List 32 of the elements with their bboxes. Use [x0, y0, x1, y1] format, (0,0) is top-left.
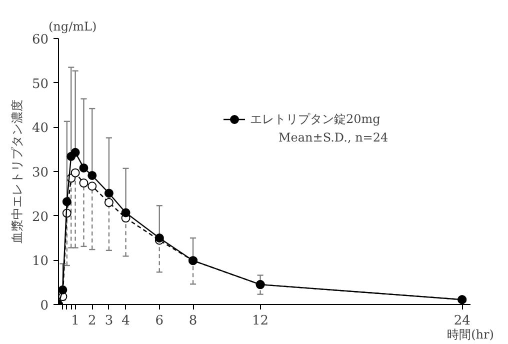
annotation: Mean±S.D., n=24: [278, 130, 388, 144]
point: [58, 285, 68, 294]
x-tick-label: 24: [454, 314, 470, 328]
x-tick-label: 2: [88, 314, 96, 328]
x-tick-label: 8: [188, 314, 198, 328]
y-tick-label: 10: [32, 254, 49, 270]
point: [70, 168, 80, 178]
x-tick-label: 4: [122, 314, 130, 328]
y-tick-label: 60: [32, 32, 49, 48]
point: [88, 182, 97, 191]
point: [79, 178, 88, 188]
point: [154, 234, 164, 242]
legend-label: エレトリプタン錠20mg: [250, 110, 380, 128]
x-tick-label: 12: [252, 314, 269, 328]
y-axis-title: 血漿中エレトリプタン濃度: [10, 100, 24, 244]
text: (ng/mL): [48, 20, 97, 34]
point: [104, 188, 114, 198]
x-tick-label: 6: [155, 314, 164, 328]
point: [70, 148, 80, 157]
y-tick-label: 50: [32, 76, 49, 92]
y-tick-label: 20: [32, 210, 49, 225]
x-tick-label: 1: [71, 314, 80, 328]
y-tick-label: 40: [32, 121, 49, 136]
point: [88, 171, 97, 180]
point: [104, 198, 114, 208]
point: [79, 163, 88, 172]
x-tick-label: 3: [104, 314, 114, 328]
y-tick-label: 30: [32, 166, 49, 180]
point: [121, 208, 130, 218]
point: [62, 197, 72, 206]
y-tick-label: 0: [40, 298, 49, 314]
x-axis-title: 時間(hr): [447, 328, 494, 342]
